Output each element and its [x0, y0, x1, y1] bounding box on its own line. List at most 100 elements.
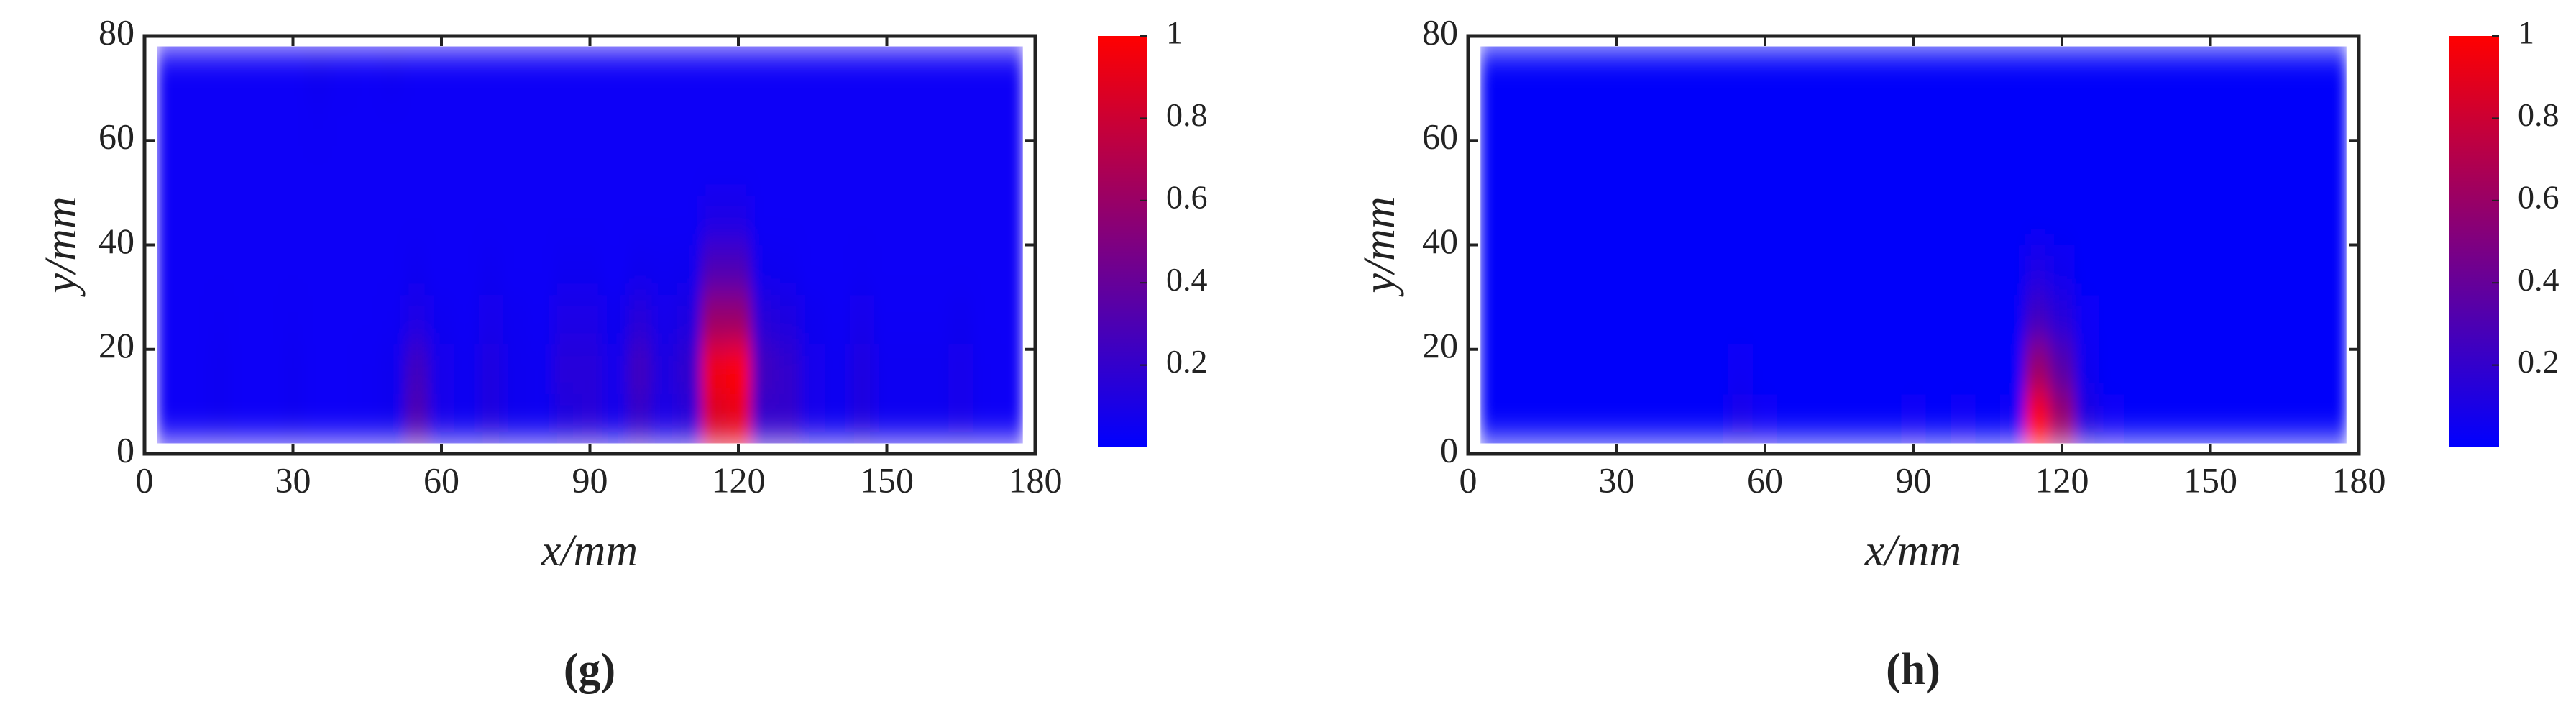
heat-cell	[379, 96, 405, 147]
heat-cell	[825, 145, 851, 196]
heat-cell	[2296, 145, 2322, 196]
heat-cell	[552, 393, 578, 444]
heat-cell	[1876, 145, 1902, 196]
heat-cell	[998, 344, 1023, 395]
y-axis-label: y/mm	[1355, 196, 1404, 297]
heat-cell	[1480, 294, 1506, 345]
heat-cell	[973, 195, 999, 246]
heat-cell	[231, 46, 257, 97]
heat-cell	[330, 344, 356, 395]
heat-cell	[701, 195, 727, 246]
heat-cell	[428, 145, 454, 196]
heat-cell	[577, 393, 603, 444]
heat-cell	[354, 393, 380, 444]
heat-cell	[577, 245, 603, 296]
heat-cell	[330, 195, 356, 246]
heat-cell	[454, 195, 480, 246]
heat-cell	[602, 294, 628, 345]
heat-cell	[676, 46, 702, 97]
heat-cell	[1654, 145, 1679, 196]
heat-cell	[280, 96, 306, 147]
heat-cell	[2272, 96, 2298, 147]
heat-cell	[1579, 145, 1605, 196]
heat-cell	[379, 195, 405, 246]
heat-cell	[2173, 393, 2199, 444]
heat-cell	[157, 195, 183, 246]
heat-cell	[181, 294, 207, 345]
heat-cell	[2222, 46, 2248, 97]
heat-cell	[2222, 145, 2248, 196]
heat-cell	[948, 96, 974, 147]
heat-cell	[2321, 393, 2347, 444]
heat-cell	[503, 46, 529, 97]
heat-cell	[973, 393, 999, 444]
heat-cell	[330, 245, 356, 296]
heat-cell	[1752, 294, 1778, 345]
heat-cell	[206, 195, 232, 246]
x-tick-label: 150	[2183, 460, 2237, 500]
heat-cell	[2049, 344, 2075, 395]
heat-cell	[1999, 46, 2025, 97]
heat-cell	[2272, 245, 2298, 296]
heat-cell	[2321, 245, 2347, 296]
heat-cell	[2025, 245, 2050, 296]
heat-cell	[1530, 344, 1556, 395]
heat-cell	[1505, 245, 1531, 296]
heat-cell	[206, 294, 232, 345]
heat-cell	[528, 46, 554, 97]
heat-cell	[503, 195, 529, 246]
heat-cell	[775, 294, 801, 345]
heat-cell	[1530, 245, 1556, 296]
heat-cell	[800, 145, 826, 196]
heat-cell	[899, 145, 925, 196]
heat-cell	[800, 46, 826, 97]
heat-cell	[651, 344, 677, 395]
heat-cell	[1505, 195, 1531, 246]
heat-cell	[280, 294, 306, 345]
heat-cell	[1604, 145, 1630, 196]
heat-cell	[577, 145, 603, 196]
heat-cell	[1827, 294, 1853, 345]
heat-cell	[181, 393, 207, 444]
heat-cell	[1505, 344, 1531, 395]
heat-cell	[528, 145, 554, 196]
heat-cell	[305, 46, 331, 97]
y-tick-label: 40	[1422, 221, 1458, 261]
heat-cell	[701, 344, 727, 395]
heat-cell	[1901, 294, 1927, 345]
heat-cell	[899, 294, 925, 345]
heat-cell	[948, 145, 974, 196]
heat-cell	[1901, 344, 1927, 395]
heat-cell	[751, 195, 776, 246]
heat-cell	[1802, 344, 1828, 395]
heat-cell	[503, 245, 529, 296]
heat-cell	[2099, 294, 2124, 345]
heat-cell	[2025, 393, 2050, 444]
colorbar-tick-label: 0.8	[1166, 96, 1208, 133]
heat-cell	[1604, 294, 1630, 345]
heat-cell	[231, 393, 257, 444]
heat-cell	[1876, 393, 1902, 444]
heat-cell	[1480, 393, 1506, 444]
heat-cell	[1554, 96, 1580, 147]
heat-cell	[1851, 393, 1877, 444]
heat-cell	[899, 393, 925, 444]
heat-cell	[948, 294, 974, 345]
heat-cell	[1728, 393, 1754, 444]
heat-cell	[676, 195, 702, 246]
heat-cell	[2148, 344, 2174, 395]
heat-cell	[305, 393, 331, 444]
heat-cell	[1702, 96, 1728, 147]
heat-cell	[2272, 46, 2298, 97]
heat-cell	[1678, 96, 1704, 147]
heat-cell	[1951, 245, 1976, 296]
heat-cell	[2247, 145, 2273, 196]
y-tick-label: 60	[98, 117, 134, 157]
heat-cell	[305, 96, 331, 147]
heat-cell	[552, 294, 578, 345]
heat-cell	[751, 294, 776, 345]
heat-cell	[404, 195, 430, 246]
heat-cell	[2222, 294, 2248, 345]
heat-cell	[1951, 145, 1976, 196]
